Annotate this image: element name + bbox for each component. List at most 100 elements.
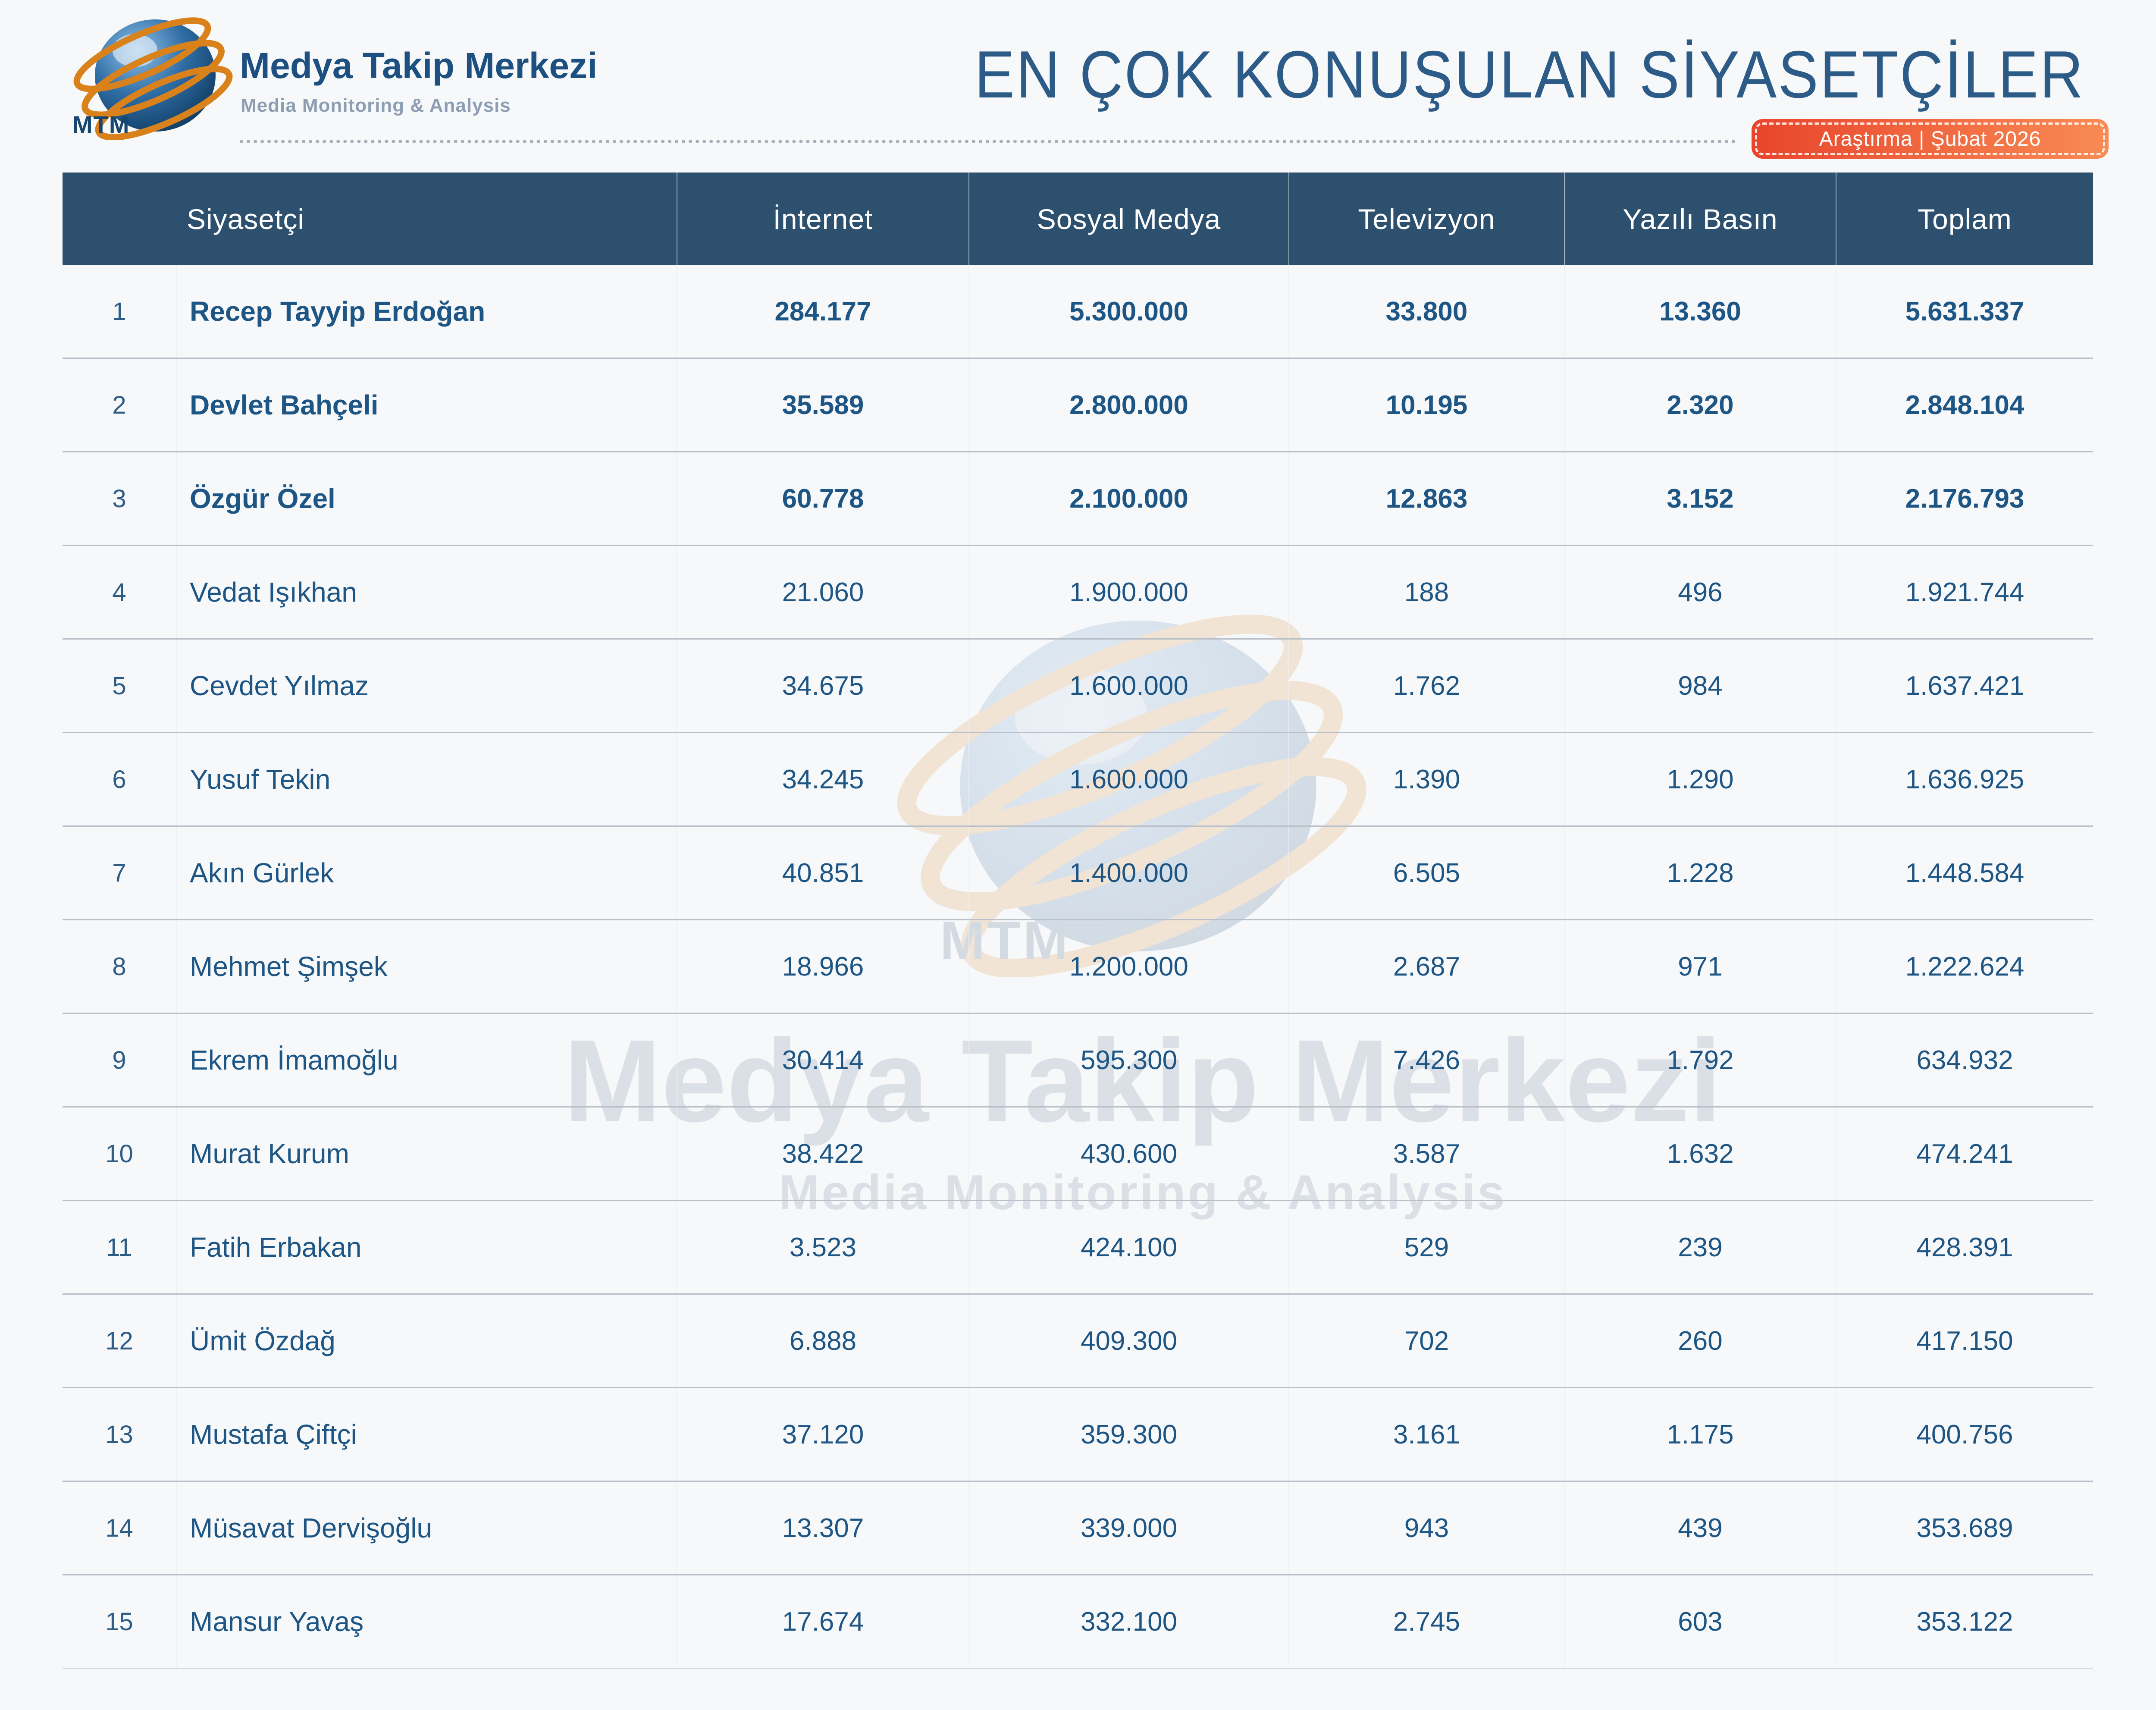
politician-cell: 13 Mustafa Çiftçi <box>63 1388 677 1481</box>
internet-value: 34.675 <box>677 640 968 732</box>
print-media-value: 984 <box>1564 640 1836 732</box>
internet-value: 17.674 <box>677 1575 968 1668</box>
internet-value: 6.888 <box>677 1295 968 1387</box>
total-value: 2.176.793 <box>1836 452 2093 545</box>
politician-name: Ekrem İmamoğlu <box>190 1045 398 1076</box>
rank-number: 15 <box>63 1575 177 1668</box>
social-media-value: 1.600.000 <box>968 640 1288 732</box>
television-value: 188 <box>1288 546 1564 638</box>
politician-name: Müsavat Dervişoğlu <box>190 1512 432 1544</box>
internet-value: 30.414 <box>677 1014 968 1106</box>
social-media-value: 409.300 <box>968 1295 1288 1387</box>
column-header-internet: İnternet <box>677 173 968 265</box>
logo-mtm-text: MTM <box>72 111 130 138</box>
table-row: 8 Mehmet Şimşek 18.966 1.200.000 2.687 9… <box>63 920 2093 1014</box>
television-value: 10.195 <box>1288 359 1564 451</box>
rank-number: 11 <box>63 1201 177 1293</box>
print-media-value: 496 <box>1564 546 1836 638</box>
table-row: 6 Yusuf Tekin 34.245 1.600.000 1.390 1.2… <box>63 733 2093 827</box>
dotted-divider <box>240 140 1736 143</box>
internet-value: 38.422 <box>677 1108 968 1200</box>
politician-name: Fatih Erbakan <box>190 1232 362 1263</box>
internet-value: 60.778 <box>677 452 968 545</box>
total-value: 2.848.104 <box>1836 359 2093 451</box>
brand-title: Medya Takip Merkezi <box>240 45 598 86</box>
rank-number: 9 <box>63 1014 177 1106</box>
internet-value: 3.523 <box>677 1201 968 1293</box>
politician-cell: 11 Fatih Erbakan <box>63 1201 677 1293</box>
print-media-value: 1.175 <box>1564 1388 1836 1481</box>
table-row: 13 Mustafa Çiftçi 37.120 359.300 3.161 1… <box>63 1388 2093 1482</box>
politician-cell: 14 Müsavat Dervişoğlu <box>63 1482 677 1574</box>
column-header-television: Televizyon <box>1288 173 1564 265</box>
politician-name: Mehmet Şimşek <box>190 951 388 982</box>
table-row: 1 Recep Tayyip Erdoğan 284.177 5.300.000… <box>63 265 2093 359</box>
column-header-politician: Siyasetçi <box>187 203 305 235</box>
internet-value: 284.177 <box>677 265 968 358</box>
total-value: 417.150 <box>1836 1295 2093 1387</box>
politician-name: Ümit Özdağ <box>190 1325 335 1356</box>
social-media-value: 1.200.000 <box>968 920 1288 1013</box>
column-header-print-media: Yazılı Basın <box>1564 173 1836 265</box>
television-value: 1.390 <box>1288 733 1564 825</box>
social-media-value: 5.300.000 <box>968 265 1288 358</box>
column-header-total: Toplam <box>1836 173 2093 265</box>
television-value: 702 <box>1288 1295 1564 1387</box>
rank-number: 4 <box>63 546 177 638</box>
total-value: 353.689 <box>1836 1482 2093 1574</box>
table-row: 4 Vedat Işıkhan 21.060 1.900.000 188 496… <box>63 546 2093 640</box>
politician-name: Murat Kurum <box>190 1138 349 1169</box>
television-value: 3.161 <box>1288 1388 1564 1481</box>
rank-number: 12 <box>63 1295 177 1387</box>
social-media-value: 1.400.000 <box>968 827 1288 919</box>
table-row: 3 Özgür Özel 60.778 2.100.000 12.863 3.1… <box>63 452 2093 546</box>
rank-number: 13 <box>63 1388 177 1481</box>
television-value: 6.505 <box>1288 827 1564 919</box>
rank-number: 10 <box>63 1108 177 1200</box>
print-media-value: 3.152 <box>1564 452 1836 545</box>
social-media-value: 1.600.000 <box>968 733 1288 825</box>
table-row: 5 Cevdet Yılmaz 34.675 1.600.000 1.762 9… <box>63 640 2093 733</box>
rank-number: 6 <box>63 733 177 825</box>
television-value: 12.863 <box>1288 452 1564 545</box>
print-media-value: 1.290 <box>1564 733 1836 825</box>
politician-cell: 7 Akın Gürlek <box>63 827 677 919</box>
table-row: 11 Fatih Erbakan 3.523 424.100 529 239 4… <box>63 1201 2093 1295</box>
politician-name: Vedat Işıkhan <box>190 577 357 608</box>
total-value: 1.921.744 <box>1836 546 2093 638</box>
print-media-value: 1.632 <box>1564 1108 1836 1200</box>
print-media-value: 260 <box>1564 1295 1836 1387</box>
rank-number: 1 <box>63 265 177 358</box>
politician-cell: 10 Murat Kurum <box>63 1108 677 1200</box>
table-row: 7 Akın Gürlek 40.851 1.400.000 6.505 1.2… <box>63 827 2093 920</box>
badge-dashed-border <box>1755 122 2105 155</box>
politician-name: Yusuf Tekin <box>190 764 331 795</box>
table-row: 12 Ümit Özdağ 6.888 409.300 702 260 417.… <box>63 1295 2093 1388</box>
politician-cell: 9 Ekrem İmamoğlu <box>63 1014 677 1106</box>
internet-value: 13.307 <box>677 1482 968 1574</box>
social-media-value: 430.600 <box>968 1108 1288 1200</box>
social-media-value: 332.100 <box>968 1575 1288 1668</box>
total-value: 5.631.337 <box>1836 265 2093 358</box>
politician-name: Özgür Özel <box>190 483 335 514</box>
television-value: 529 <box>1288 1201 1564 1293</box>
brand-subtitle: Media Monitoring & Analysis <box>241 95 511 116</box>
social-media-value: 2.100.000 <box>968 452 1288 545</box>
politicians-table: Siyasetçi İnternet Sosyal Medya Televizy… <box>63 173 2093 1669</box>
internet-value: 34.245 <box>677 733 968 825</box>
total-value: 1.448.584 <box>1836 827 2093 919</box>
total-value: 1.222.624 <box>1836 920 2093 1013</box>
table-header-row: Siyasetçi İnternet Sosyal Medya Televizy… <box>63 173 2093 265</box>
mtm-logo-icon <box>73 17 233 140</box>
print-media-value: 439 <box>1564 1482 1836 1574</box>
politician-cell: 15 Mansur Yavaş <box>63 1575 677 1668</box>
rank-number: 7 <box>63 827 177 919</box>
television-value: 33.800 <box>1288 265 1564 358</box>
politician-cell: 3 Özgür Özel <box>63 452 677 545</box>
politician-cell: 6 Yusuf Tekin <box>63 733 677 825</box>
table-body: 1 Recep Tayyip Erdoğan 284.177 5.300.000… <box>63 265 2093 1669</box>
print-media-value: 1.228 <box>1564 827 1836 919</box>
social-media-value: 339.000 <box>968 1482 1288 1574</box>
television-value: 7.426 <box>1288 1014 1564 1106</box>
